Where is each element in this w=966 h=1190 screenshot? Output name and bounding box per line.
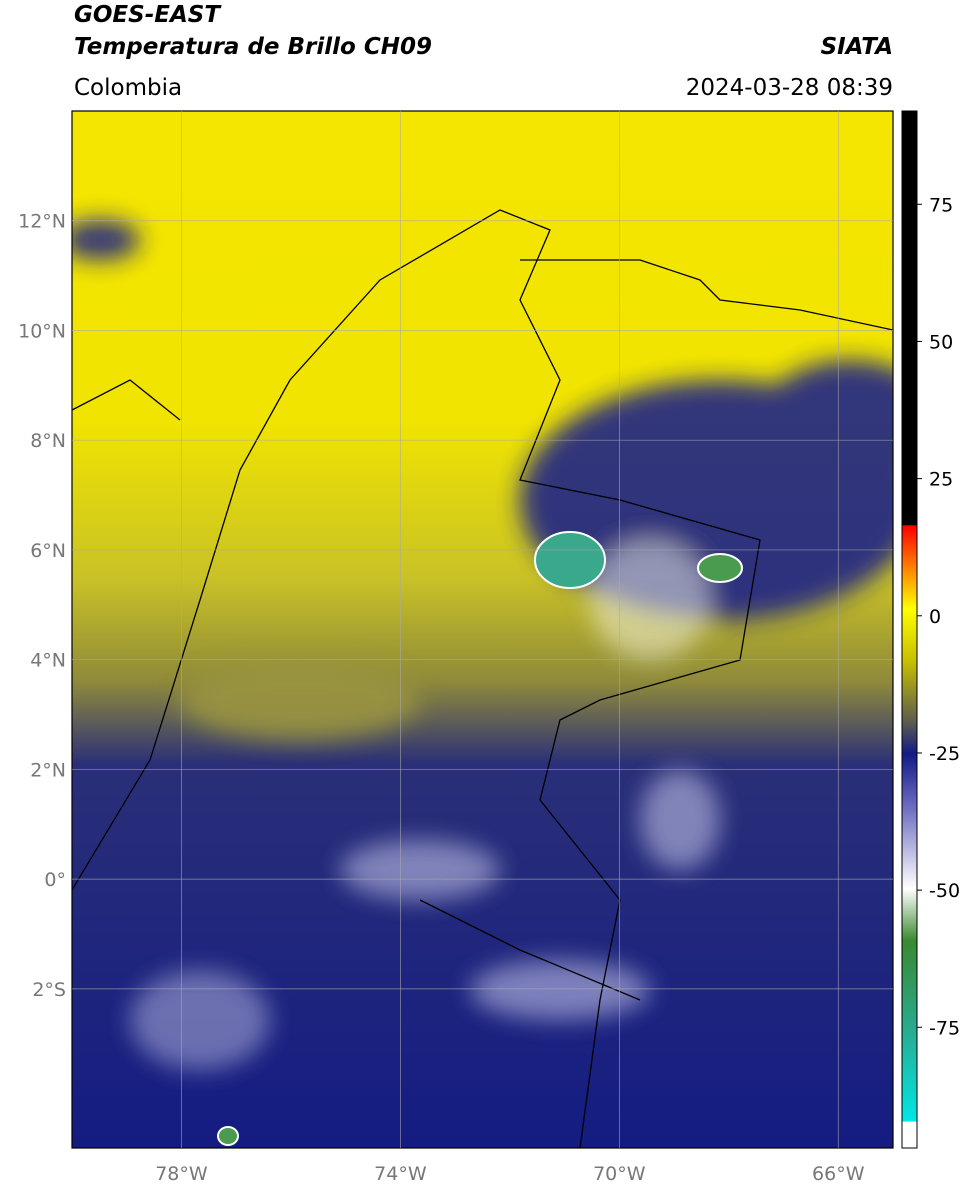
y-tick-label: 6°N [30,540,66,562]
satellite-image [72,111,893,1148]
x-tick-label: 70°W [593,1163,646,1185]
y-tick-label: 8°N [30,430,66,452]
timestamp: 2024-03-28 08:39 [686,75,893,101]
colorbar-tick-label: 25 [929,469,953,491]
colorbar-tick-label: -50 [929,880,960,902]
colorbar-tick-label: -25 [929,743,960,765]
borders [72,209,893,1148]
y-tick-label: 2°N [30,759,66,781]
y-tick-label: 2°S [32,979,66,1001]
source: SIATA [821,34,893,60]
colorbar-tick-label: 0 [929,606,941,628]
colorbar [901,110,918,1149]
subtitle: Temperatura de Brillo CH09 [74,34,432,60]
y-tick-label: 10°N [18,320,66,342]
x-tick-label: 78°W [155,1163,208,1185]
colorbar-tick-label: 75 [929,194,953,216]
x-tick-label: 74°W [374,1163,427,1185]
title: GOES-EAST [74,2,222,28]
map-frame [71,110,894,1149]
region: Colombia [74,75,182,101]
x-tick-label: 66°W [812,1163,865,1185]
colorbar-tick-label: 50 [929,331,953,353]
y-tick-label: 4°N [30,650,66,672]
y-tick-label: 12°N [18,211,66,233]
y-tick-label: 0° [44,869,66,891]
colorbar-tick-label: -75 [929,1017,960,1039]
